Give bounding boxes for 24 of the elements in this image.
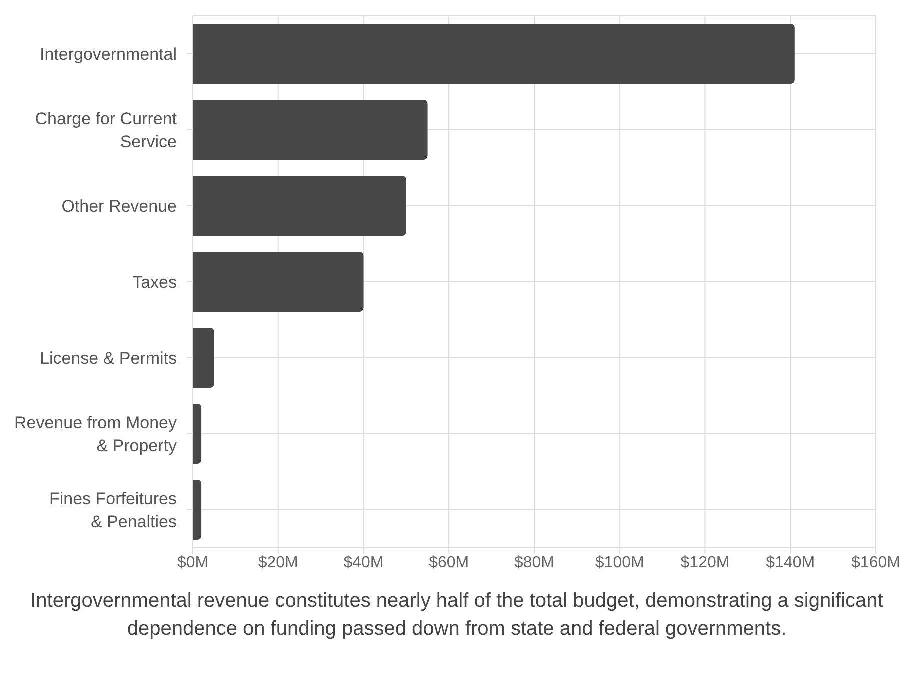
x-tick-label: $40M: [344, 554, 384, 572]
bar: [193, 252, 364, 312]
bar: [193, 100, 428, 160]
y-tick-label: Other Revenue: [62, 196, 177, 216]
y-tick-label: Charge for Current Service: [35, 109, 178, 151]
x-tick-label: $120M: [680, 554, 730, 572]
x-tick-label: $80M: [514, 554, 555, 572]
x-tick-label: $20M: [258, 554, 298, 572]
x-tick-label: $0M: [177, 554, 209, 572]
x-tick-label: $100M: [595, 554, 644, 572]
bar: [193, 480, 202, 540]
y-tick-label: Revenue from Money & Property: [14, 413, 178, 455]
x-tick-label: $160M: [852, 554, 900, 572]
text: Intergovernmental revenue constitutes nearly half of the total budget, demonstrating a significant dependence on funding passed down from state and federal governments.: [30, 589, 884, 642]
x-tick-label: $60M: [429, 554, 470, 572]
bar: [193, 24, 795, 84]
bar: [193, 176, 406, 236]
y-tick-label: Fines Forfeitures & Penalties: [49, 489, 177, 531]
bar: [193, 404, 202, 464]
y-tick-label: License & Permits: [40, 348, 177, 368]
x-tick-label: $140M: [766, 554, 816, 572]
y-tick-label: Intergovernmental: [40, 44, 177, 64]
y-tick-label: Taxes: [132, 272, 177, 292]
bar: [193, 328, 214, 388]
